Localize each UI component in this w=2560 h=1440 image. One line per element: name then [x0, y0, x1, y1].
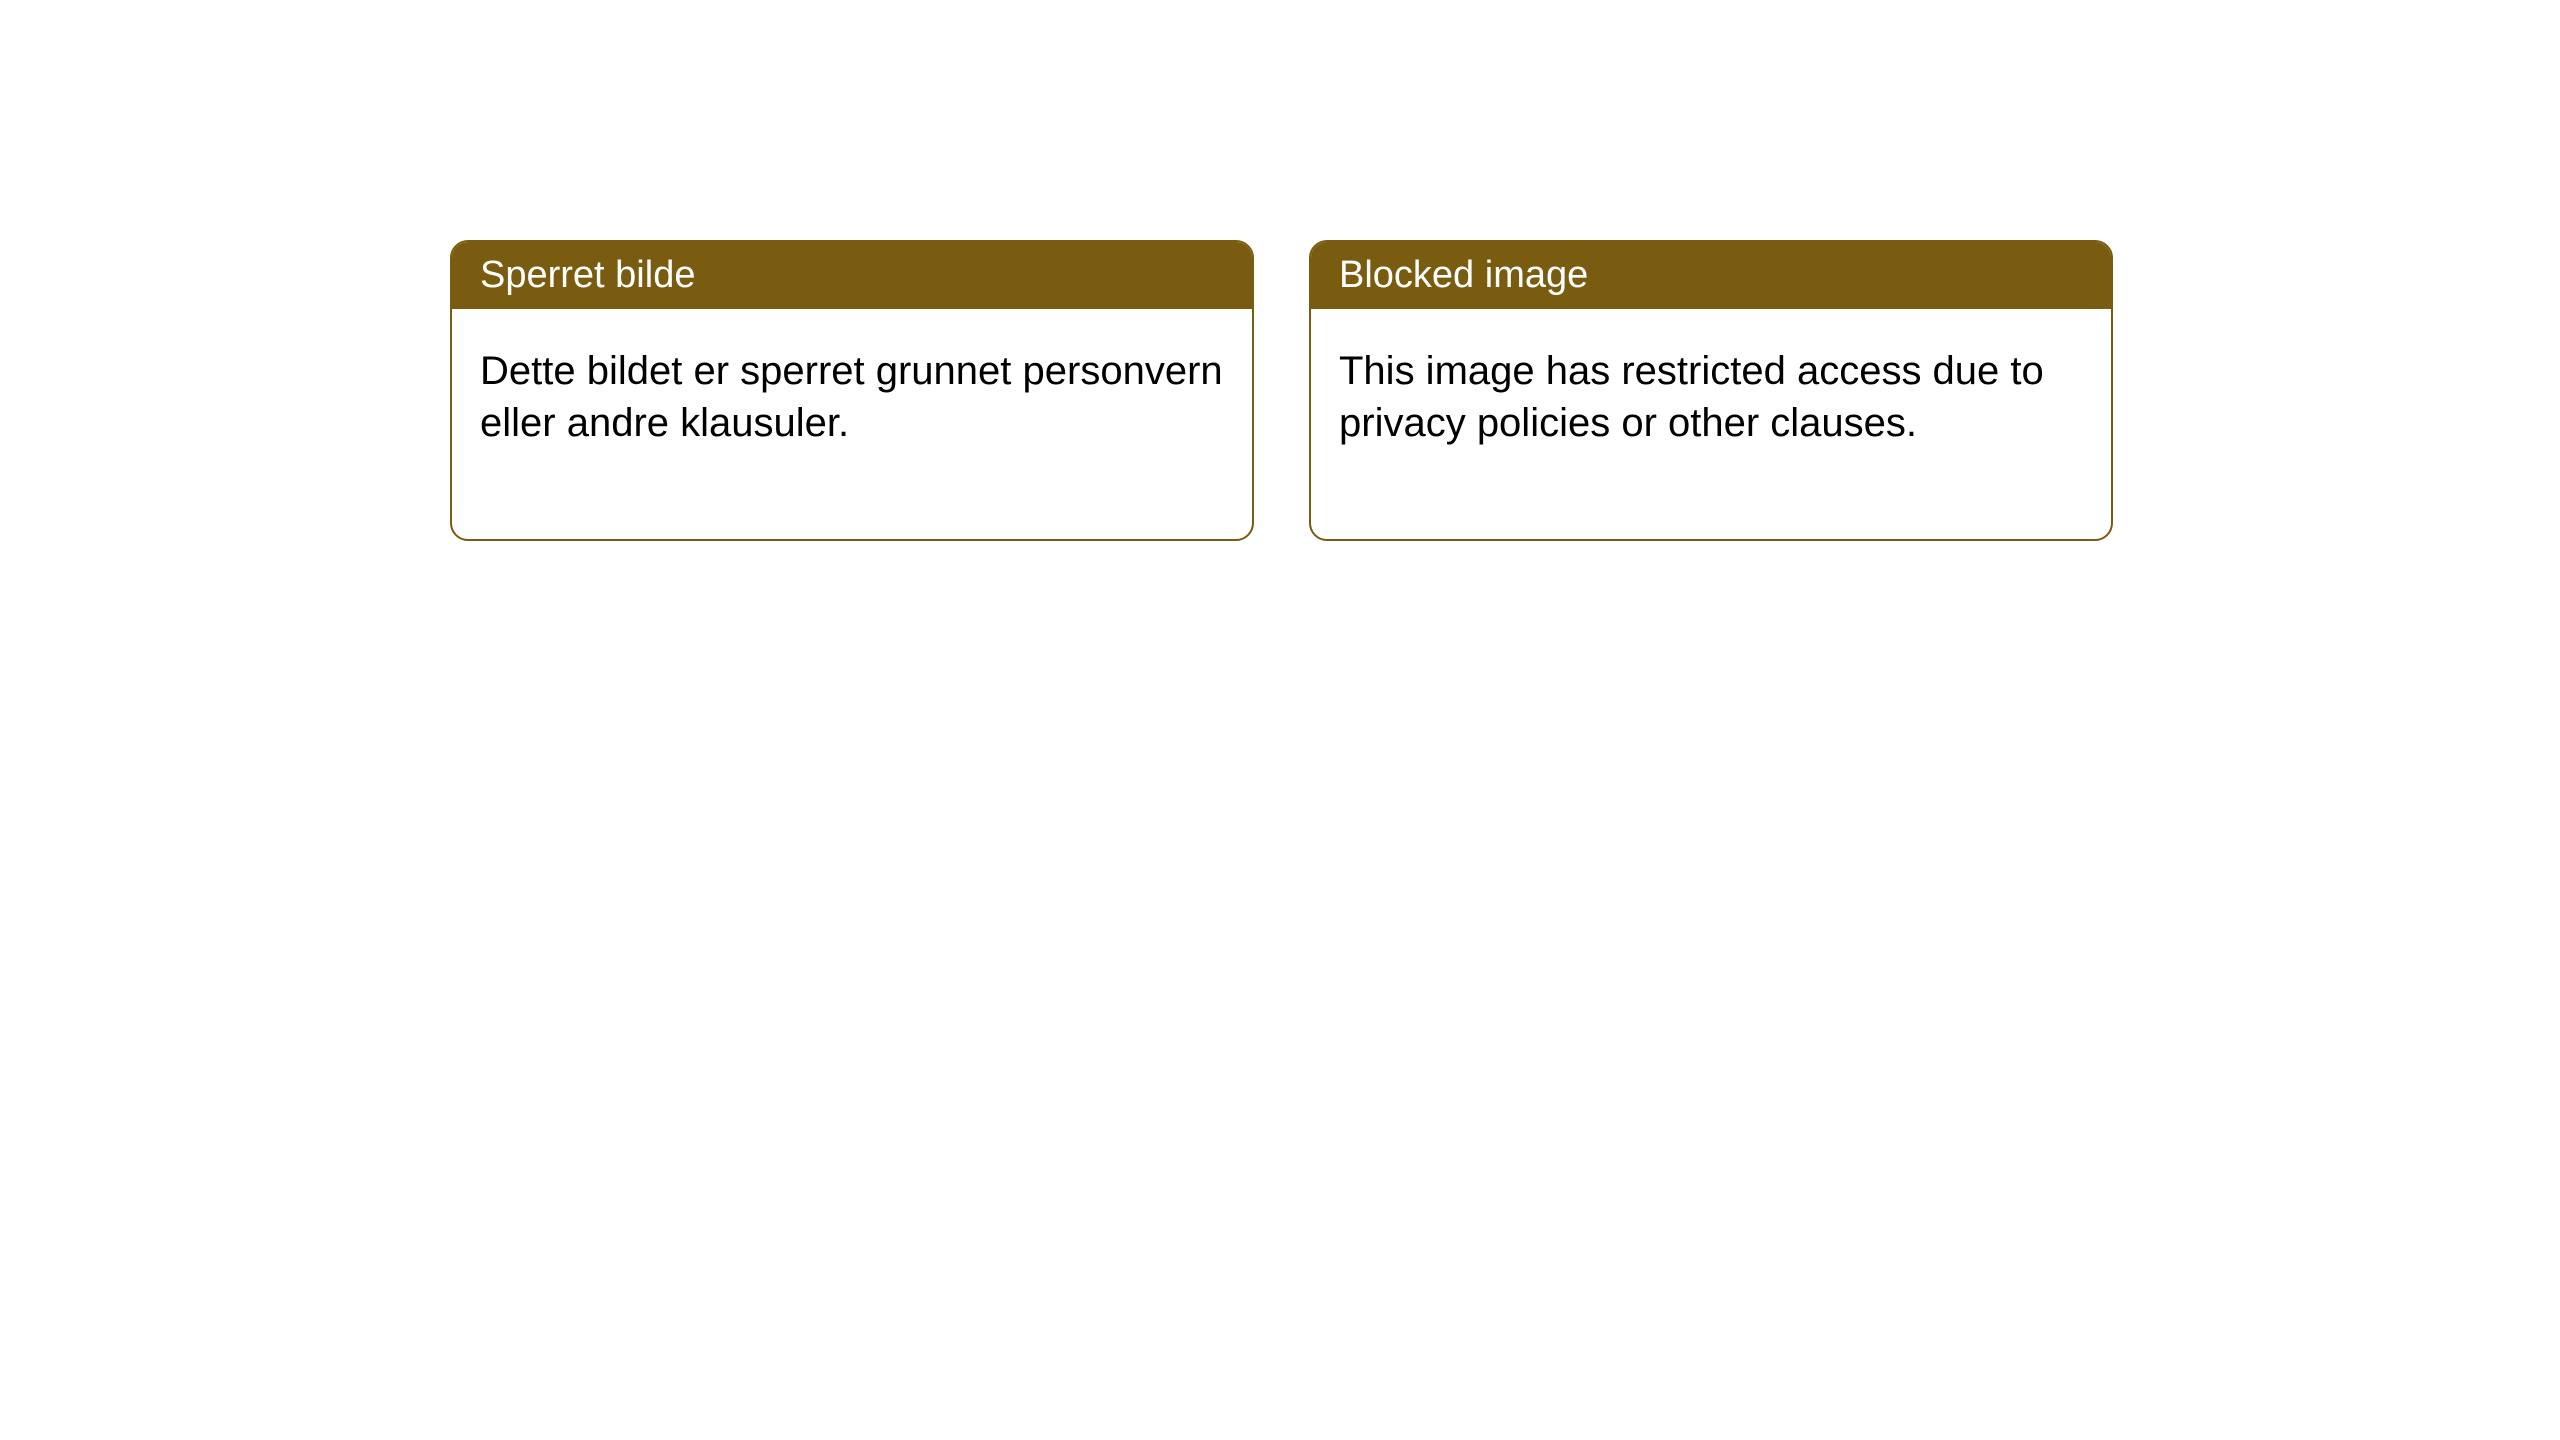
blocked-image-card-norwegian: Sperret bilde Dette bildet er sperret gr… [450, 240, 1254, 541]
card-header-english: Blocked image [1311, 242, 2111, 309]
blocked-image-card-english: Blocked image This image has restricted … [1309, 240, 2113, 541]
blocked-image-notices: Sperret bilde Dette bildet er sperret gr… [450, 240, 2560, 541]
card-body-english: This image has restricted access due to … [1311, 309, 2111, 539]
card-body-norwegian: Dette bildet er sperret grunnet personve… [452, 309, 1252, 539]
card-header-norwegian: Sperret bilde [452, 242, 1252, 309]
